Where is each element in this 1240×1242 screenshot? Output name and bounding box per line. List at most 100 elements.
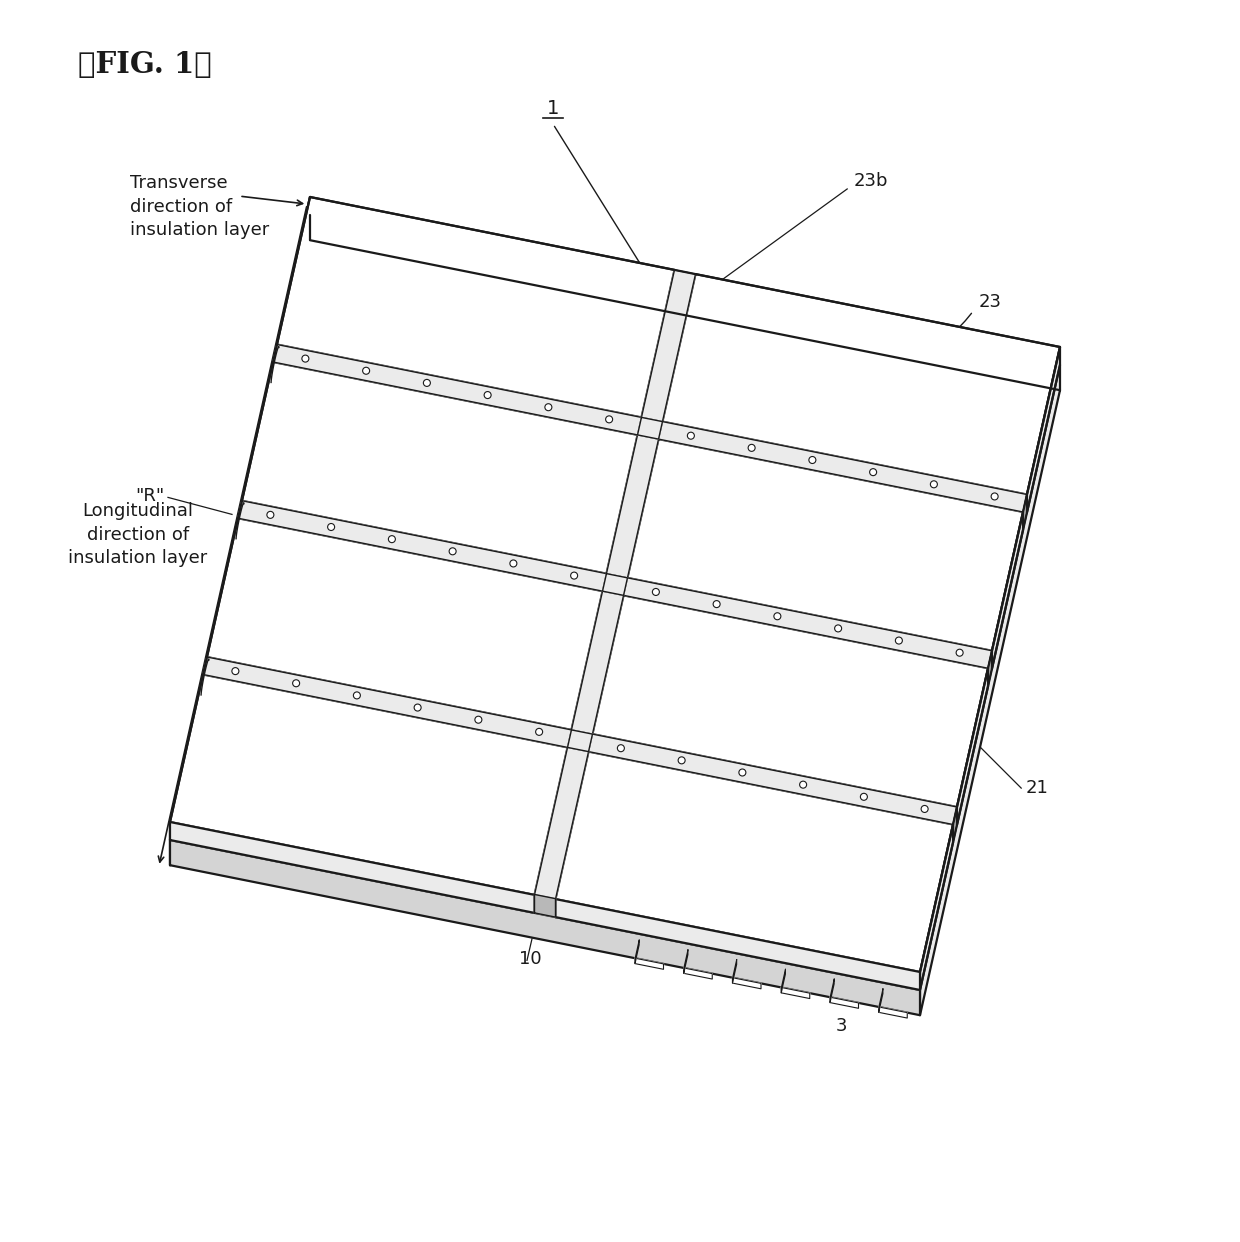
Polygon shape — [205, 509, 241, 684]
Polygon shape — [988, 651, 992, 687]
Polygon shape — [593, 595, 988, 807]
Text: Transverse
direction of
insulation layer: Transverse direction of insulation layer — [130, 174, 269, 240]
Polygon shape — [733, 977, 761, 989]
Polygon shape — [203, 657, 572, 748]
Polygon shape — [170, 840, 920, 1015]
Circle shape — [921, 806, 928, 812]
Polygon shape — [920, 825, 954, 990]
Text: 1: 1 — [547, 99, 559, 118]
Polygon shape — [203, 657, 207, 693]
Circle shape — [687, 432, 694, 440]
Polygon shape — [603, 574, 627, 595]
Polygon shape — [662, 274, 1060, 494]
Polygon shape — [635, 958, 663, 969]
Circle shape — [835, 625, 842, 632]
Polygon shape — [572, 591, 624, 734]
Polygon shape — [781, 987, 810, 999]
Circle shape — [808, 457, 816, 463]
Circle shape — [739, 769, 746, 776]
Circle shape — [861, 794, 867, 800]
Circle shape — [267, 512, 274, 518]
Circle shape — [713, 601, 720, 607]
Polygon shape — [830, 979, 835, 1002]
Polygon shape — [170, 822, 534, 913]
Circle shape — [301, 355, 309, 363]
Circle shape — [956, 650, 963, 656]
Polygon shape — [238, 501, 242, 537]
Polygon shape — [637, 417, 662, 440]
Polygon shape — [238, 501, 606, 591]
Polygon shape — [170, 666, 205, 840]
Circle shape — [414, 704, 422, 712]
Circle shape — [618, 745, 625, 751]
Circle shape — [362, 368, 370, 374]
Polygon shape — [920, 365, 1060, 1015]
Circle shape — [570, 573, 578, 579]
Polygon shape — [1023, 494, 1027, 530]
Polygon shape — [568, 730, 593, 751]
Polygon shape — [879, 989, 883, 1012]
Polygon shape — [534, 748, 589, 899]
Circle shape — [449, 548, 456, 555]
Circle shape — [327, 524, 335, 530]
Polygon shape — [781, 969, 785, 992]
Polygon shape — [207, 518, 603, 730]
Polygon shape — [641, 270, 696, 421]
Circle shape — [475, 717, 482, 723]
Polygon shape — [635, 940, 639, 964]
Polygon shape — [534, 894, 556, 917]
Text: 3: 3 — [836, 1017, 847, 1035]
Circle shape — [895, 637, 903, 645]
Polygon shape — [879, 1007, 908, 1018]
Text: 21: 21 — [1025, 779, 1048, 797]
Text: Longitudinal
direction of
insulation layer: Longitudinal direction of insulation lay… — [68, 502, 207, 568]
Polygon shape — [275, 197, 310, 371]
Circle shape — [388, 535, 396, 543]
Text: 23b: 23b — [853, 171, 888, 190]
Polygon shape — [954, 806, 957, 842]
Polygon shape — [683, 968, 712, 979]
Circle shape — [930, 481, 937, 488]
Circle shape — [536, 728, 543, 735]
Polygon shape — [658, 421, 1027, 512]
Polygon shape — [241, 353, 275, 528]
Polygon shape — [627, 440, 1023, 651]
Text: 23a: 23a — [453, 846, 486, 864]
Circle shape — [510, 560, 517, 566]
Polygon shape — [1027, 347, 1060, 513]
Circle shape — [293, 679, 300, 687]
Text: "R": "R" — [135, 487, 164, 505]
Text: 』FIG. 1』: 』FIG. 1』 — [78, 50, 212, 79]
Circle shape — [774, 612, 781, 620]
Polygon shape — [556, 751, 954, 972]
Polygon shape — [170, 215, 310, 866]
Polygon shape — [606, 435, 658, 578]
Circle shape — [678, 756, 686, 764]
Polygon shape — [957, 668, 988, 825]
Polygon shape — [273, 344, 641, 435]
Circle shape — [232, 668, 239, 674]
Circle shape — [869, 468, 877, 476]
Circle shape — [652, 589, 660, 595]
Circle shape — [423, 379, 430, 386]
Polygon shape — [589, 734, 957, 825]
Circle shape — [748, 445, 755, 451]
Polygon shape — [273, 344, 277, 380]
Polygon shape — [556, 899, 920, 990]
Circle shape — [353, 692, 361, 699]
Circle shape — [605, 416, 613, 422]
Polygon shape — [683, 950, 688, 974]
Circle shape — [484, 391, 491, 399]
Polygon shape — [242, 361, 637, 574]
Polygon shape — [992, 512, 1023, 668]
Text: 20: 20 — [1008, 409, 1030, 426]
Circle shape — [991, 493, 998, 501]
Polygon shape — [277, 197, 675, 417]
Polygon shape — [170, 674, 568, 895]
Polygon shape — [624, 578, 992, 668]
Circle shape — [544, 404, 552, 411]
Text: 23: 23 — [978, 293, 1001, 310]
Polygon shape — [733, 960, 737, 984]
Polygon shape — [830, 997, 858, 1009]
Circle shape — [800, 781, 807, 789]
